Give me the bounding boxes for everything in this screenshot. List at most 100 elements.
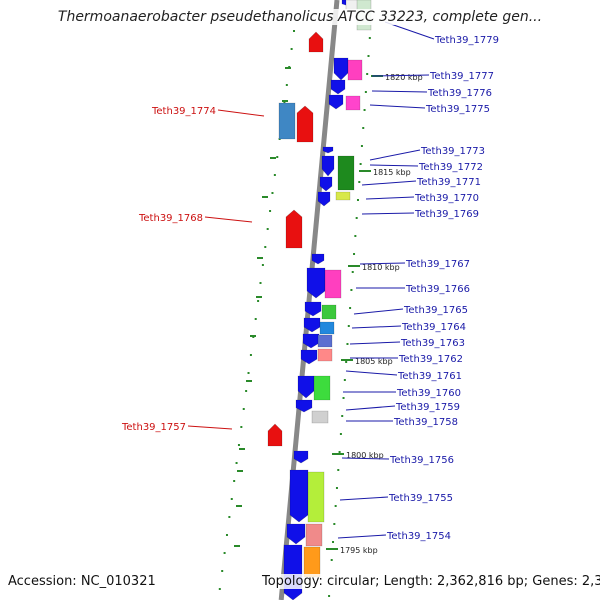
ring-dot: [266, 228, 269, 230]
gene-label[interactable]: Teth39_1763: [400, 338, 465, 349]
ring-dot: [342, 397, 345, 399]
gene-feature[interactable]: [305, 523, 323, 547]
gene-feature[interactable]: [335, 191, 351, 201]
gene-feature[interactable]: [286, 523, 306, 545]
gene-feature[interactable]: [303, 317, 321, 333]
label-leader-line: [365, 196, 415, 200]
gene-feature[interactable]: [345, 95, 361, 111]
label-leader-line: [345, 370, 398, 376]
gene-feature[interactable]: [317, 334, 333, 348]
gene-feature[interactable]: [330, 79, 346, 95]
gene-label[interactable]: Teth39_1771: [416, 177, 481, 188]
ring-tick: [250, 335, 256, 337]
gene-label[interactable]: Teth39_1759: [395, 402, 460, 413]
gene-label[interactable]: Teth39_1774: [151, 106, 216, 117]
gene-feature[interactable]: [283, 544, 303, 600]
ring-dot: [368, 37, 371, 39]
ring-dot: [225, 534, 228, 536]
gene-feature[interactable]: [321, 304, 337, 320]
ring-dot: [338, 451, 341, 453]
label-leader-line: [337, 534, 387, 539]
gene-feature[interactable]: [289, 469, 309, 523]
ring-dot: [242, 408, 245, 410]
ring-dot: [328, 595, 331, 597]
gene-feature[interactable]: [300, 349, 318, 365]
topology-text: Topology: circular; Length: 2,362,816 bp…: [262, 574, 600, 589]
ring-tick: [246, 380, 252, 382]
gene-label[interactable]: Teth39_1760: [396, 388, 461, 399]
gene-feature[interactable]: [333, 57, 349, 81]
gene-label[interactable]: Teth39_1764: [401, 322, 466, 333]
gene-feature[interactable]: [297, 375, 315, 399]
gene-feature[interactable]: [337, 155, 355, 191]
ring-dot: [223, 552, 226, 554]
gene-label[interactable]: Teth39_1755: [388, 493, 453, 504]
gene-feature[interactable]: [302, 333, 320, 349]
gene-feature[interactable]: [304, 301, 322, 317]
gene-feature[interactable]: [328, 94, 344, 110]
ring-dot: [233, 480, 236, 482]
gene-feature[interactable]: [278, 102, 296, 140]
label-leader-line: [349, 341, 401, 345]
gene-label[interactable]: Teth39_1754: [386, 531, 451, 542]
gene-feature[interactable]: [285, 209, 303, 249]
gene-feature[interactable]: [306, 267, 326, 299]
gene-feature[interactable]: [347, 59, 363, 81]
gene-label[interactable]: Teth39_1776: [427, 88, 492, 99]
gene-feature[interactable]: [317, 191, 331, 207]
ring-dot: [228, 516, 231, 518]
accession-text: Accession: NC_010321: [8, 574, 156, 589]
ring-tick: [237, 470, 243, 472]
ring-tick: [285, 67, 291, 69]
gene-label[interactable]: Teth39_1768: [138, 213, 203, 224]
gene-label[interactable]: Teth39_1762: [398, 354, 463, 365]
gene-feature[interactable]: [267, 423, 283, 447]
gene-label[interactable]: Teth39_1765: [403, 305, 468, 316]
ring-tick: [236, 505, 242, 507]
ring-dot: [230, 498, 233, 500]
ring-dot: [366, 73, 369, 75]
gene-feature[interactable]: [324, 269, 342, 299]
gene-label[interactable]: Teth39_1769: [414, 209, 479, 220]
gene-feature[interactable]: [295, 399, 313, 413]
map-title: Thermoanaerobacter pseudethanolicus ATCC…: [0, 9, 600, 25]
gene-label[interactable]: Teth39_1767: [405, 259, 470, 270]
gene-feature[interactable]: [308, 31, 324, 53]
ring-dot: [356, 199, 359, 201]
gene-label[interactable]: Teth39_1756: [389, 455, 454, 466]
gene-label[interactable]: Teth39_1779: [434, 35, 499, 46]
gene-feature[interactable]: [311, 410, 329, 424]
gene-label[interactable]: Teth39_1777: [429, 71, 494, 82]
ring-dot: [293, 30, 296, 32]
gene-feature[interactable]: [322, 146, 334, 154]
ring-dot: [247, 372, 250, 374]
gene-label[interactable]: Teth39_1761: [397, 371, 462, 382]
label-leader-line: [345, 405, 396, 411]
ring-dot: [235, 462, 238, 464]
gene-feature[interactable]: [307, 471, 325, 523]
gene-label[interactable]: Teth39_1758: [393, 417, 458, 428]
ring-tick: [239, 448, 245, 450]
ring-tick: [270, 157, 276, 159]
gene-label[interactable]: Teth39_1770: [414, 193, 479, 204]
gene-label[interactable]: Teth39_1775: [425, 104, 490, 115]
gene-feature[interactable]: [303, 546, 321, 578]
gene-feature[interactable]: [319, 321, 335, 335]
gene-label[interactable]: Teth39_1773: [420, 146, 485, 157]
gene-feature[interactable]: [311, 253, 325, 265]
gene-feature[interactable]: [313, 375, 331, 401]
ring-tick: [256, 296, 262, 298]
gene-label[interactable]: Teth39_1766: [405, 284, 470, 295]
gene-feature[interactable]: [293, 450, 309, 464]
ring-tick: [257, 257, 263, 259]
gene-label[interactable]: Teth39_1772: [418, 162, 483, 173]
scale-label: 1820 kbp: [385, 73, 423, 82]
gene-feature[interactable]: [321, 155, 335, 177]
gene-feature[interactable]: [319, 176, 333, 192]
label-leader-line: [217, 109, 265, 117]
gene-label[interactable]: Teth39_1757: [121, 422, 186, 433]
gene-feature[interactable]: [296, 105, 314, 143]
gene-feature[interactable]: [317, 348, 333, 362]
